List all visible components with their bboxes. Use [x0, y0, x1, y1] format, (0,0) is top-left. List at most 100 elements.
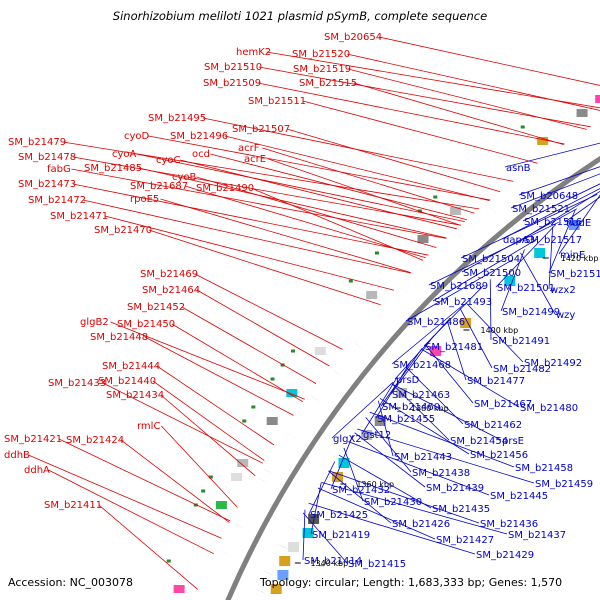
gene-label-right: SM_b21512 [550, 269, 600, 280]
gene-leader-right [465, 302, 524, 363]
gene-leader-right [446, 321, 467, 381]
gene-leader-left [160, 198, 412, 273]
reverse-gene-arrow [549, 217, 559, 229]
gene-label-left: SM_b21424 [66, 435, 124, 446]
forward-gene-arrow [573, 141, 582, 154]
forward-gene-arrow [332, 369, 343, 378]
forward-gene-arrow [377, 314, 387, 324]
gene-label-left: SM_b21490 [196, 183, 254, 194]
gene-leader-left [62, 141, 480, 210]
gene-leader-left [136, 153, 465, 222]
gene-label-left: SM_b21434 [106, 390, 164, 401]
gene-label-right: wzy [556, 310, 575, 321]
gene-leader-left [58, 438, 231, 522]
kbp-tick-label: 1420 kbp [561, 254, 599, 263]
gene-leader-left [110, 321, 305, 400]
gene-leader-right [548, 226, 554, 290]
gene-leader-left [102, 382, 263, 464]
gene-label-right: SM_b21458 [515, 463, 573, 474]
topology-label: Topology: circular; Length: 1,683,333 bp… [260, 576, 563, 589]
gc-marker [348, 279, 353, 283]
gene-label-left: SM_b21444 [102, 361, 160, 372]
reverse-gene-arrow [335, 443, 348, 452]
gene-label-left: SM_b21515 [299, 78, 357, 89]
gene-label-left: SM_b21479 [8, 137, 66, 148]
feature-block [266, 417, 278, 425]
forward-gene-arrow [243, 505, 255, 512]
feature-block [302, 528, 314, 538]
gene-leader-right [328, 470, 480, 524]
reverse-gene-arrow [295, 506, 308, 514]
gene-label-right: SM_b21477 [467, 376, 525, 387]
gc-marker [270, 377, 275, 381]
gene-leader-left [48, 469, 215, 555]
forward-gene-arrow [202, 586, 216, 592]
gene-leader-left [160, 394, 256, 477]
gene-leader-left [378, 36, 600, 86]
reverse-gene-arrow [354, 416, 366, 425]
gene-leader-right [405, 366, 464, 425]
gc-marker [291, 349, 296, 353]
gene-label-left: SM_b21511 [248, 96, 306, 107]
gene-label-left: SM_b21478 [18, 152, 76, 163]
reverse-gene-arrow [285, 524, 296, 531]
gene-leader-left [257, 82, 565, 145]
gc-marker [201, 489, 206, 493]
gene-label-left: SM_b21485 [84, 163, 142, 174]
gene-label-left: SM_b21509 [203, 78, 261, 89]
feature-block [338, 458, 350, 468]
forward-gene-arrow [489, 205, 498, 216]
gene-leader-right [343, 447, 364, 502]
gene-label-left: rmlC [137, 421, 160, 432]
forward-gene-arrow [354, 342, 364, 351]
feature-block [277, 570, 289, 580]
gene-leader-right [432, 238, 538, 302]
gene-label-left: cyoB [172, 172, 197, 183]
gene-label-left: SM_b21496 [170, 131, 228, 142]
feature-block [537, 137, 549, 145]
gene-label-left: SM_b21495 [148, 113, 206, 124]
gene-leader-left [250, 187, 424, 261]
gene-label-right: SM_b21504 [462, 254, 520, 265]
gene-label-right: SM_b20648 [520, 191, 578, 202]
gc-marker [280, 363, 285, 367]
gene-leader-right [405, 259, 513, 322]
gene-leader-left [148, 229, 381, 306]
forward-gene-arrow [303, 403, 316, 413]
gene-leader-right [495, 224, 556, 288]
gene-label-left: SM_b21471 [50, 211, 108, 222]
gene-leader-left [268, 158, 461, 226]
gene-label-left: SM_b21687 [130, 181, 188, 192]
gene-label-left: SM_b21440 [98, 376, 156, 387]
reverse-gene-arrow [515, 244, 526, 257]
gene-label-right: SM_b21516 [524, 217, 582, 228]
gene-leader-right [489, 279, 492, 341]
gene-leader-right [548, 209, 576, 274]
gene-leader-right [461, 208, 578, 273]
gene-label-right: SM_b21480 [520, 403, 578, 414]
gene-label-right: SM_b21427 [436, 535, 494, 546]
gene-leader-left [28, 454, 222, 539]
gene-label-left: SM_b21448 [90, 332, 148, 343]
gene-label-right: SM_b21459 [535, 479, 593, 490]
accession-label: Accession: NC_003078 [8, 576, 134, 589]
forward-gene-arrow [252, 486, 265, 494]
gene-label-right: nadE [566, 218, 591, 229]
gene-label-right: SM_b21456 [470, 450, 528, 461]
gene-leader-right [348, 441, 490, 496]
reverse-gene-arrow [311, 479, 324, 487]
gene-label-left: rpoE5 [130, 194, 159, 205]
gene-label-right: SM_b21432 [332, 485, 390, 496]
gene-leader-right [424, 344, 474, 404]
feature-block [534, 248, 546, 258]
forward-gene-arrow [235, 512, 250, 521]
feature-block [237, 459, 249, 467]
gene-label-left: SM_b21473 [18, 179, 76, 190]
gene-label-left: acrE [244, 154, 266, 165]
gene-label-right: SM_b21492 [524, 358, 582, 369]
gene-leader-right [500, 249, 525, 312]
gene-leader-left [156, 365, 275, 446]
gene-leader-right [302, 509, 306, 561]
gene-leader-right [338, 454, 432, 509]
gene-leader-left [161, 425, 238, 508]
